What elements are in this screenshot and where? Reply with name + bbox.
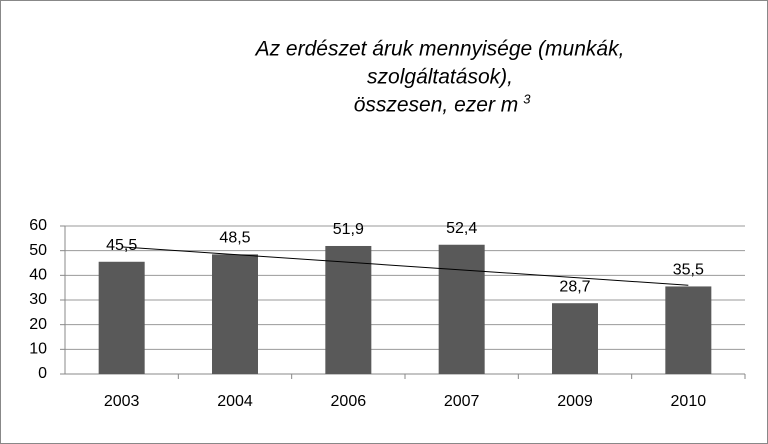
bar bbox=[552, 303, 598, 374]
y-tick-label: 40 bbox=[29, 267, 47, 284]
data-label: 48,5 bbox=[219, 230, 250, 247]
bar bbox=[98, 261, 145, 374]
y-tick-label: 0 bbox=[38, 365, 47, 382]
data-label: 28,7 bbox=[559, 278, 590, 295]
title-superscript: 3 bbox=[523, 91, 531, 106]
x-tick-label: 2003 bbox=[104, 393, 140, 410]
y-tick-label: 60 bbox=[29, 217, 47, 234]
data-label: 52,4 bbox=[446, 220, 477, 237]
y-tick-label: 20 bbox=[29, 316, 47, 333]
x-tick-label: 2007 bbox=[444, 393, 480, 410]
bar bbox=[325, 245, 372, 374]
x-tick-label: 2006 bbox=[331, 393, 367, 410]
bar bbox=[212, 254, 258, 374]
x-tick-label: 2004 bbox=[217, 393, 253, 410]
chart-title: szolgáltatások), bbox=[367, 66, 513, 89]
data-label: 45,5 bbox=[106, 237, 137, 254]
x-tick-label: 2010 bbox=[671, 393, 707, 410]
chart-title: összesen, ezer m bbox=[354, 94, 519, 117]
y-tick-label: 30 bbox=[29, 291, 47, 308]
chart-title: Az erdészet áruk mennyisége (munkák, bbox=[254, 38, 625, 61]
y-tick-label: 50 bbox=[29, 242, 47, 259]
x-tick-label: 2009 bbox=[557, 393, 593, 410]
bar bbox=[438, 244, 485, 374]
data-label: 51,9 bbox=[333, 221, 364, 238]
data-label: 35,5 bbox=[673, 262, 704, 279]
trendline bbox=[121, 246, 689, 286]
y-tick-label: 10 bbox=[29, 341, 47, 358]
bar bbox=[665, 286, 712, 374]
